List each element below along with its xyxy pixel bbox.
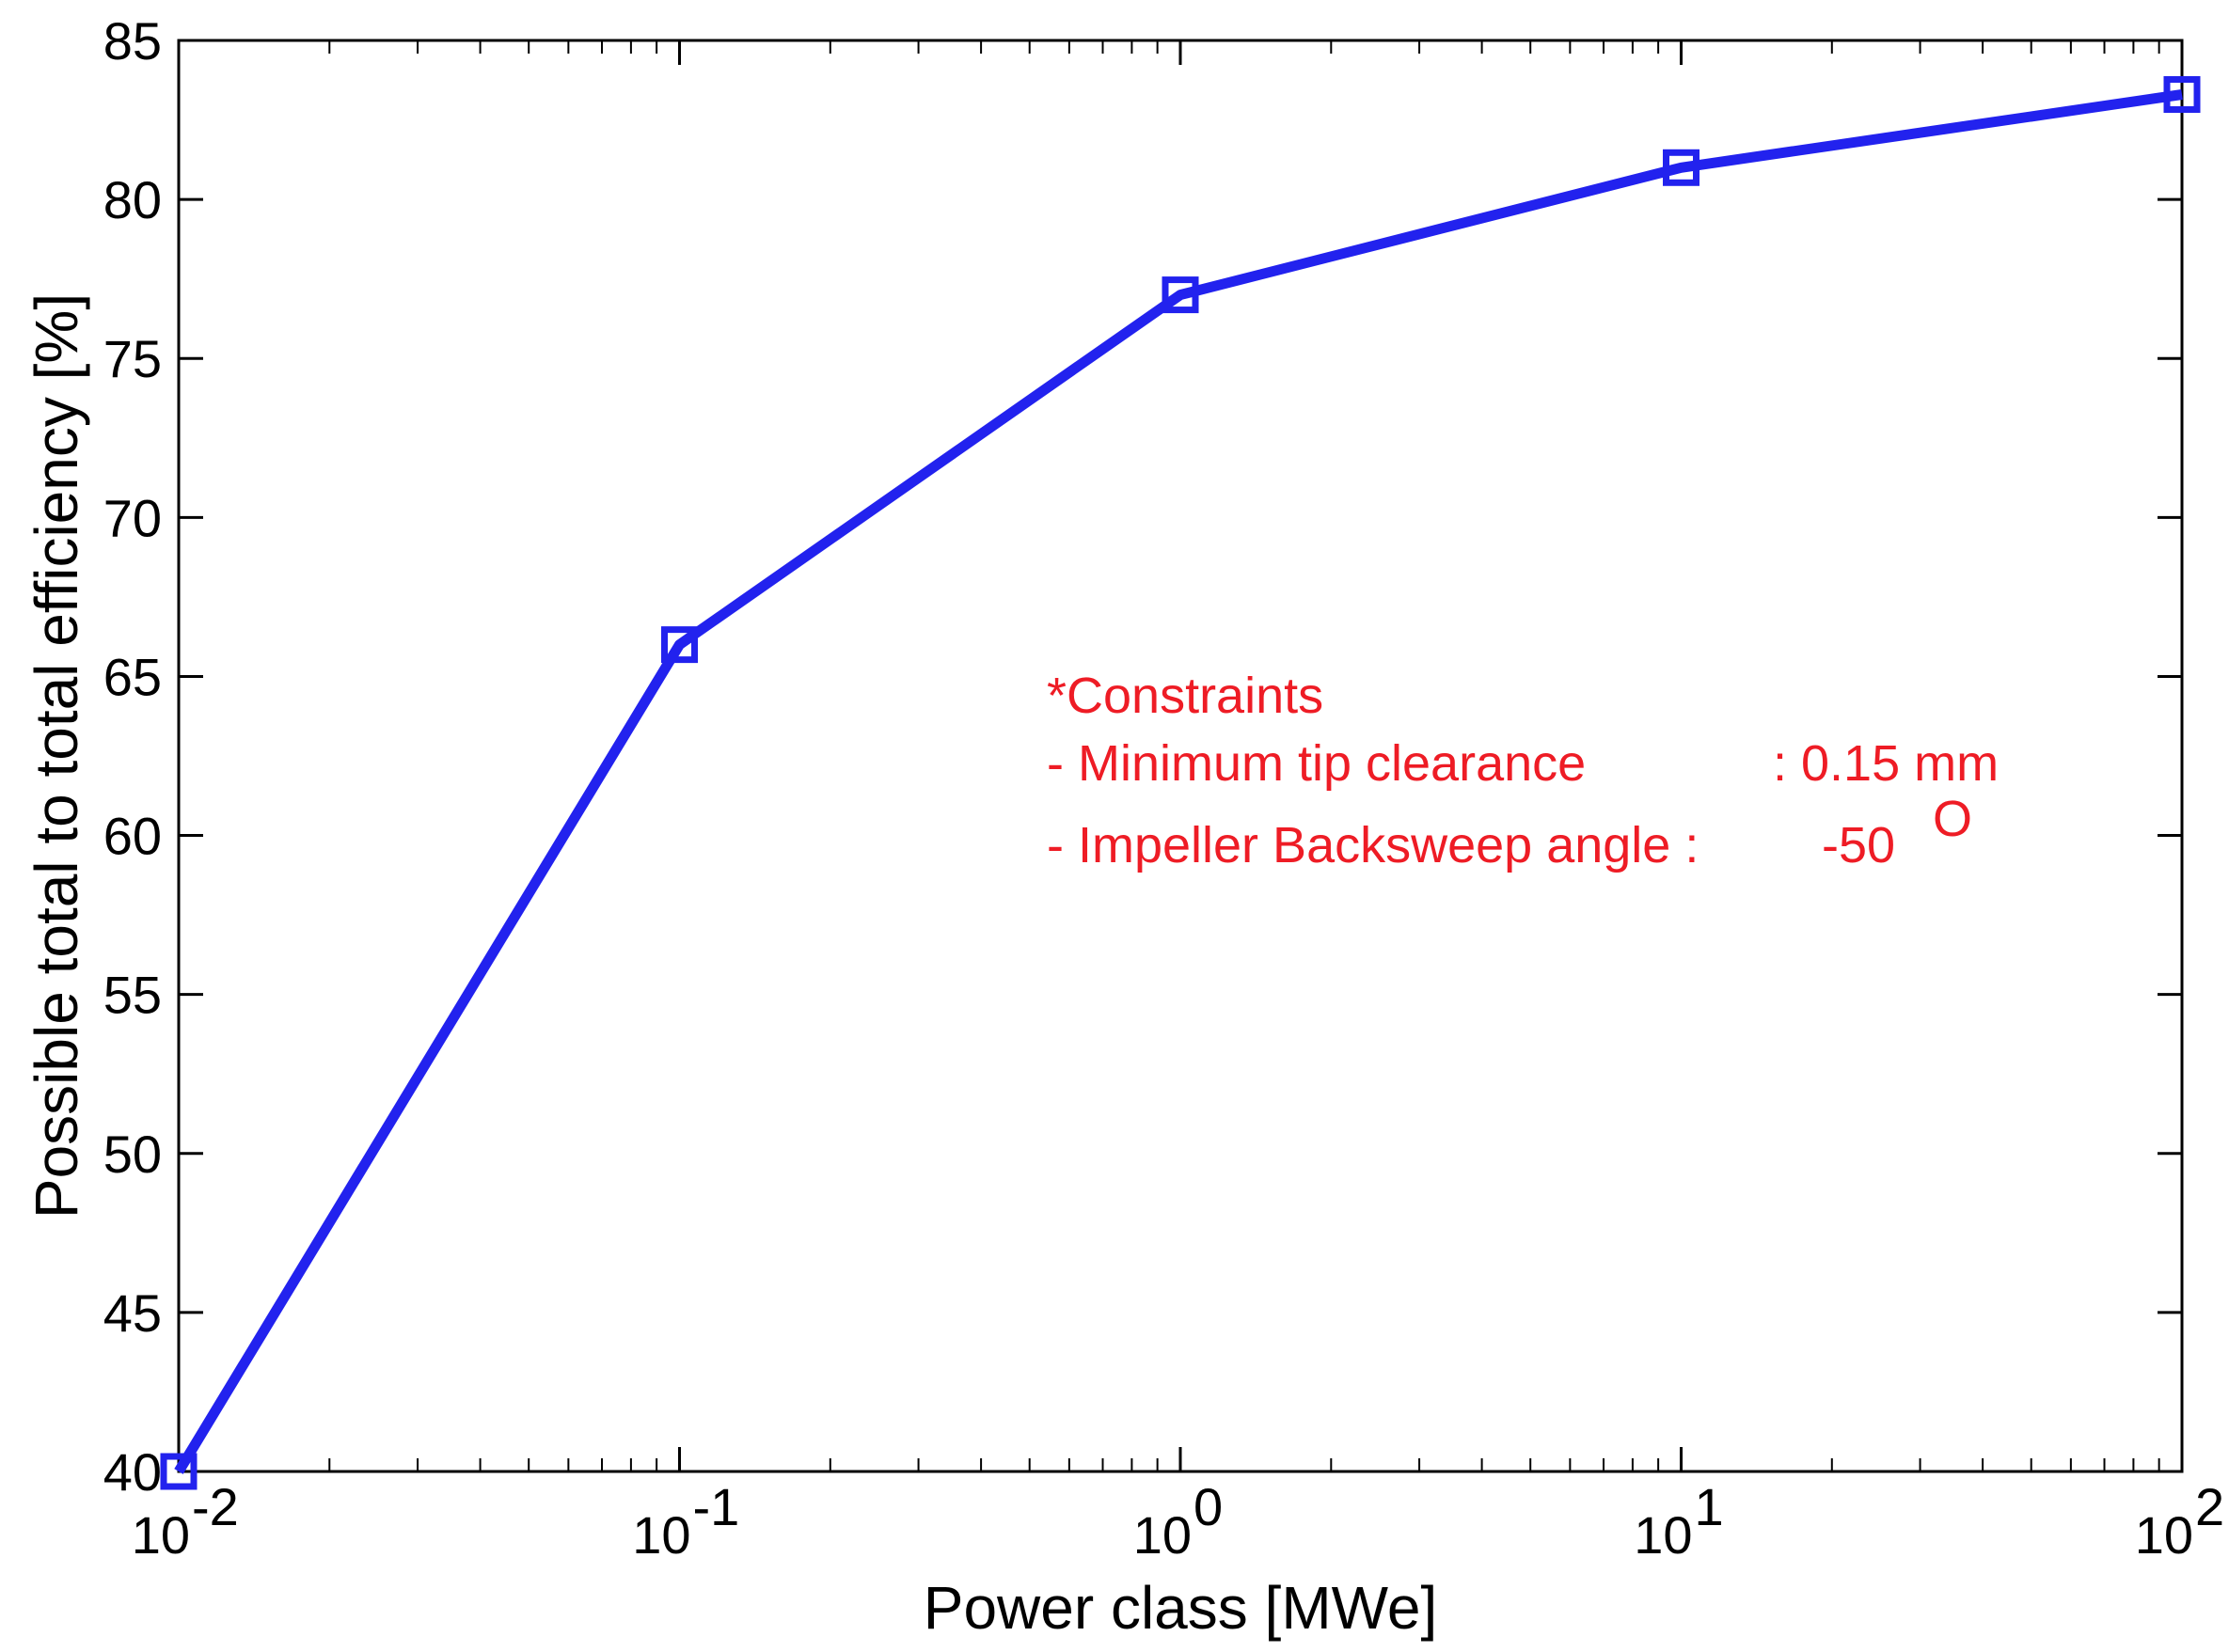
x-tick-exponent: -2 — [192, 1477, 239, 1536]
annotation-degree-symbol: O — [1933, 791, 1972, 847]
x-tick-base: 10 — [1133, 1505, 1192, 1565]
x-tick-exponent: -1 — [693, 1477, 740, 1536]
annotation-line1-value: : 0.15 mm — [1773, 735, 1999, 792]
y-tick-label: 65 — [103, 647, 162, 706]
y-tick-label: 50 — [103, 1125, 162, 1184]
y-tick-label: 55 — [103, 966, 162, 1025]
data-point-marker — [661, 626, 698, 664]
y-tick-label: 40 — [103, 1442, 162, 1502]
y-tick-label: 85 — [103, 11, 162, 71]
x-tick-label: 10 -2 — [132, 1477, 239, 1565]
y-axis-title: Possible total to total efficiency [%] — [23, 293, 90, 1219]
data-point-marker — [1162, 276, 1199, 314]
y-tick-label: 80 — [103, 170, 162, 229]
x-tick-labels: 10 -2 10 -1 10 0 10 1 10 2 — [132, 1477, 2224, 1565]
x-tick-base: 10 — [2135, 1505, 2193, 1565]
y-tick-label: 45 — [103, 1283, 162, 1343]
x-tick-label: 10 2 — [2135, 1477, 2224, 1565]
data-point-marker — [160, 1453, 198, 1490]
series-line — [174, 89, 2183, 1474]
minor-ticks — [328, 40, 2160, 1471]
x-tick-label: 10 0 — [1133, 1477, 1223, 1565]
annotation-title: *Constraints — [1047, 668, 1323, 724]
x-tick-label: 10 1 — [1634, 1477, 1723, 1565]
annotation-line2-label: - Impeller Backsweep angle : — [1047, 817, 1699, 873]
x-tick-label: 10 -1 — [632, 1477, 739, 1565]
annotation-line1-label: - Minimum tip clearance — [1047, 735, 1586, 792]
y-tick-label: 70 — [103, 488, 162, 547]
constraints-annotation: *Constraints - Minimum tip clearance : 0… — [1047, 668, 1999, 873]
data-point-marker — [1663, 149, 1699, 186]
major-ticks — [177, 39, 2184, 1473]
x-tick-exponent: 1 — [1695, 1477, 1724, 1536]
x-tick-exponent: 0 — [1194, 1477, 1223, 1536]
x-tick-base: 10 — [632, 1505, 690, 1565]
data-point-marker — [2163, 75, 2201, 113]
y-tick-label: 75 — [103, 329, 162, 388]
x-axis-title: Power class [MWe] — [924, 1574, 1438, 1642]
x-tick-base: 10 — [1634, 1505, 1692, 1565]
x-tick-exponent: 2 — [2195, 1477, 2224, 1536]
series-layer — [160, 75, 2201, 1490]
y-tick-labels: 40 45 50 55 60 65 70 75 80 85 — [103, 11, 162, 1502]
x-tick-base: 10 — [132, 1505, 190, 1565]
y-tick-label: 60 — [103, 807, 162, 866]
annotation-line2-value: -50 — [1822, 817, 1895, 873]
